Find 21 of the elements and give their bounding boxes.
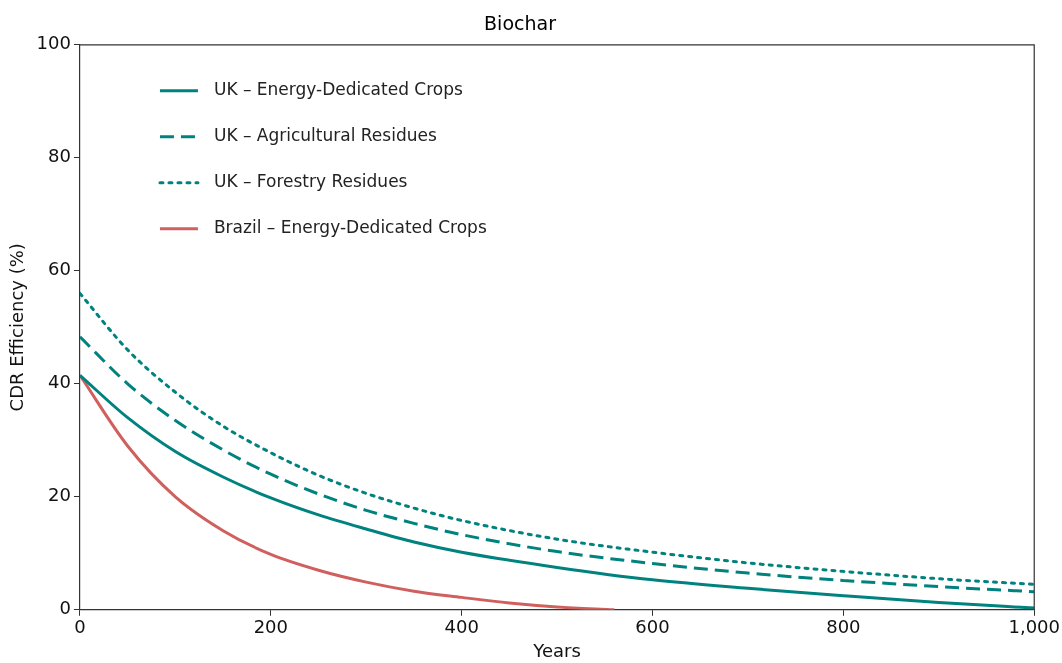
legend-label: UK – Agricultural Residues (213, 125, 437, 146)
x-axis-title: Years (532, 639, 581, 661)
y-tick-label: 80 (48, 145, 71, 167)
x-tick-label: 800 (826, 616, 861, 638)
line-series (79, 335, 1035, 594)
y-tick-label: 0 (59, 597, 71, 619)
legend-label: Brazil – Energy-Dedicated Crops (213, 217, 487, 238)
x-tick-label: 600 (635, 616, 670, 638)
x-tick-label: 400 (444, 616, 479, 638)
legend-label: UK – Forestry Residues (213, 171, 408, 192)
y-axis-title: CDR Efficiency (%) (6, 243, 28, 412)
chart-title: Biochar (484, 12, 557, 35)
x-tick-label: 200 (253, 616, 288, 638)
y-tick-label: 20 (48, 484, 71, 506)
y-tick-label: 40 (48, 371, 71, 393)
y-tick-label: 100 (36, 32, 71, 54)
x-tick-label: 0 (74, 616, 86, 638)
legend-label: UK – Energy-Dedicated Crops (213, 79, 464, 100)
y-tick-label: 60 (48, 258, 71, 280)
x-tick-label: 1,000 (1008, 616, 1060, 638)
line-series (79, 291, 1035, 586)
